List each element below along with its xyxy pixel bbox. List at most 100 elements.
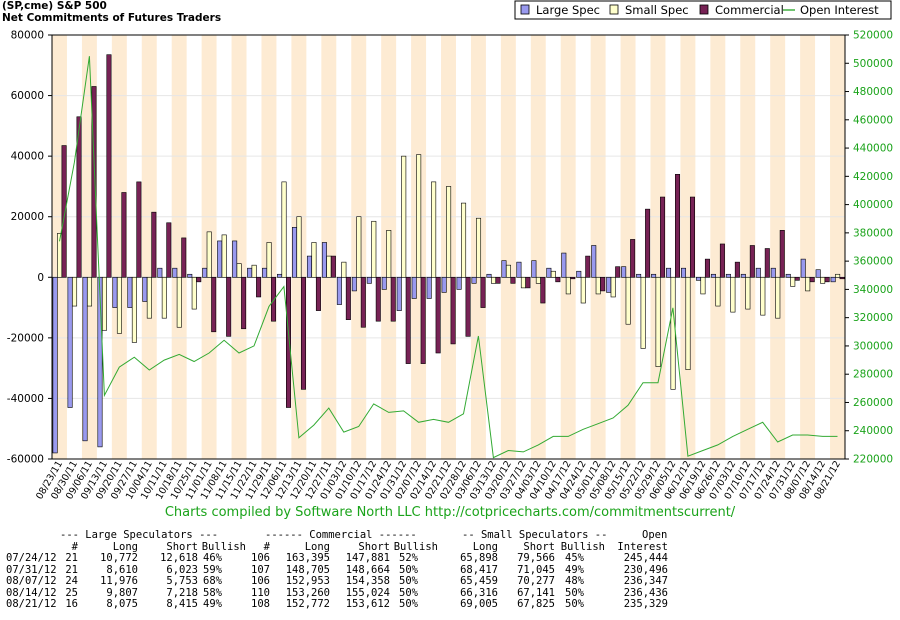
cell-lg-long: 11,976 — [100, 575, 138, 587]
bar-commercial — [226, 276, 232, 337]
bar-small — [715, 276, 721, 307]
bar-small — [401, 155, 407, 278]
cell-lg-num: 25 — [65, 586, 78, 599]
left-tick-label: 20000 — [11, 211, 44, 223]
col-header-lg-long: Long — [112, 540, 138, 553]
bar-large — [651, 273, 657, 278]
bar-small — [670, 276, 676, 390]
bar-small — [281, 181, 287, 278]
bar-large — [695, 276, 701, 281]
cell-sm-bull: 45% — [565, 552, 584, 564]
cell-sm-short: 71,045 — [517, 563, 555, 576]
cell-cm-long: 148,705 — [285, 563, 330, 576]
cell-cm-num: 110 — [251, 586, 270, 599]
bar-large — [471, 276, 477, 284]
cell-lg-bull: 59% — [203, 563, 222, 576]
bar-large — [830, 276, 836, 283]
col-header-lg-short: Short — [166, 540, 198, 553]
market-title: (SP,cme) S&P 500 — [2, 0, 107, 12]
bar-small — [176, 276, 182, 328]
bar-commercial — [61, 145, 67, 278]
bar-commercial — [211, 276, 217, 333]
left-tick-label: 0 — [37, 272, 44, 284]
bar-small — [685, 276, 691, 370]
bar-small — [311, 242, 317, 278]
right-tick-label: 240000 — [853, 425, 893, 437]
bar-large — [291, 227, 297, 278]
bar-small — [476, 217, 482, 278]
left-tick-label: 40000 — [11, 151, 44, 163]
bar-commercial — [450, 276, 456, 345]
bar-large — [232, 240, 238, 278]
commitments-table: --- Large Speculators --- ------ Commerc… — [0, 529, 900, 611]
bar-large — [157, 267, 163, 278]
bar-large — [591, 245, 597, 278]
bar-commercial — [271, 276, 277, 322]
bar-commercial — [286, 276, 292, 408]
bar-large — [725, 273, 731, 278]
bar-large — [531, 260, 537, 278]
bar-small — [745, 276, 751, 310]
group-header-large: --- Large Speculators --- — [60, 529, 219, 541]
right-tick-label: 280000 — [853, 369, 893, 381]
cell-lg-num: 21 — [65, 563, 78, 576]
bar-large — [306, 255, 312, 278]
bar-small — [520, 276, 526, 289]
bar-commercial — [420, 276, 426, 364]
bar-commercial — [734, 261, 740, 278]
bar-small — [371, 220, 377, 278]
bar-large — [636, 273, 642, 278]
bar-commercial — [749, 245, 755, 278]
cell-lg-short: 12,618 — [160, 552, 198, 564]
bar-large — [710, 273, 716, 278]
cell-lg-short: 8,415 — [166, 598, 198, 610]
date-band — [620, 35, 636, 459]
bar-large — [800, 258, 806, 278]
right-tick-label: 500000 — [853, 58, 893, 70]
bar-small — [72, 276, 78, 307]
bar-small — [461, 202, 467, 278]
right-tick-label: 260000 — [853, 397, 893, 409]
bar-commercial — [779, 230, 785, 278]
bar-large — [97, 276, 103, 448]
cell-cm-short: 154,358 — [345, 575, 390, 587]
bar-commercial — [390, 276, 396, 322]
cell-lg-num: 24 — [65, 575, 78, 587]
cell-cm-short: 147,881 — [345, 552, 390, 564]
bar-small — [775, 276, 781, 319]
bar-commercial — [405, 276, 411, 364]
cell-cm-num: 106 — [251, 575, 270, 587]
cell-sm-long: 69,005 — [460, 598, 498, 610]
bar-commercial — [660, 196, 666, 278]
col-header-cm-num: # — [263, 540, 270, 553]
bar-commercial — [435, 276, 441, 354]
bar-large — [217, 240, 223, 278]
bar-commercial — [615, 266, 621, 278]
col-header-sm-bull: Bullish — [560, 540, 605, 553]
table-column-header-row: # Long Short Bullish # Long Short Bullis… — [0, 540, 900, 554]
right-tick-label: 380000 — [853, 227, 893, 239]
bar-small — [640, 276, 646, 349]
report-title: Net Commitments of Futures Traders — [2, 12, 222, 24]
cell-cm-bull: 50% — [399, 598, 418, 610]
right-tick-label: 480000 — [853, 86, 893, 98]
bar-large — [456, 276, 462, 290]
bar-small — [565, 276, 571, 295]
bar-small — [595, 276, 601, 295]
bar-large — [366, 276, 372, 284]
bar-large — [576, 270, 582, 278]
bar-commercial — [151, 211, 157, 278]
bar-large — [606, 276, 612, 293]
bar-large — [351, 276, 357, 292]
bar-small — [820, 276, 826, 284]
bar-commercial — [76, 116, 82, 278]
bar-commercial — [465, 276, 471, 337]
right-tick-label: 300000 — [853, 340, 893, 352]
bar-small — [610, 276, 616, 298]
bar-commercial — [719, 243, 725, 278]
left-tick-label: 60000 — [11, 90, 44, 102]
bar-large — [262, 267, 268, 278]
cell-cm-num: 108 — [251, 598, 270, 610]
bar-commercial — [360, 276, 366, 328]
date-band — [111, 35, 127, 459]
